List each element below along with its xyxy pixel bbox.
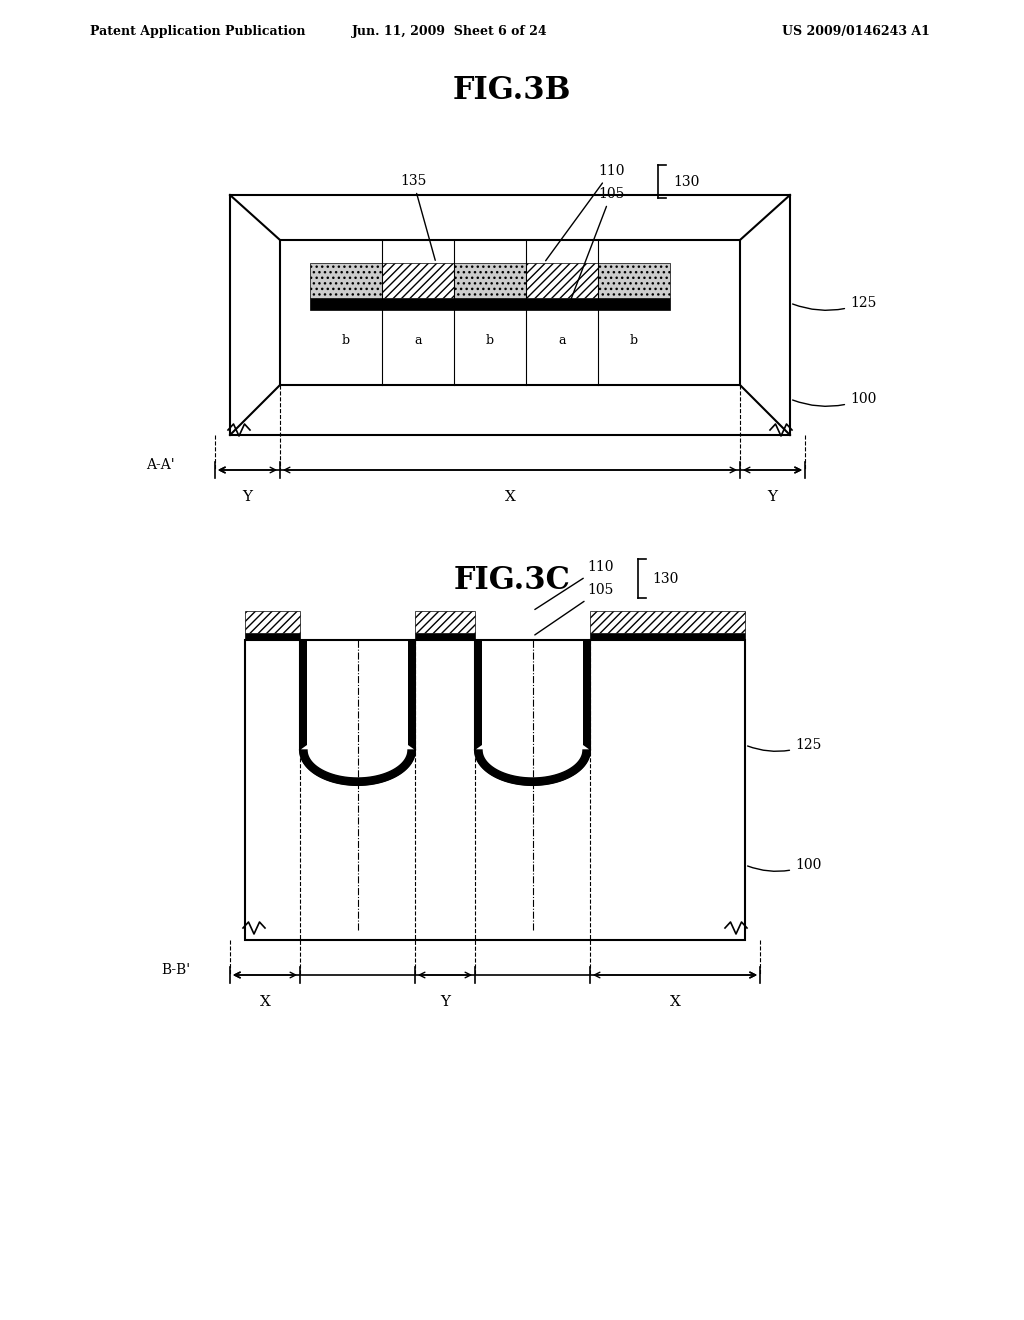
Text: X: X bbox=[259, 995, 270, 1008]
Polygon shape bbox=[590, 611, 745, 634]
Text: a: a bbox=[558, 334, 565, 347]
Text: Y: Y bbox=[768, 490, 777, 504]
Text: 105: 105 bbox=[570, 187, 625, 301]
Polygon shape bbox=[475, 640, 482, 750]
Polygon shape bbox=[475, 750, 590, 785]
Text: X: X bbox=[505, 490, 515, 504]
Text: 130: 130 bbox=[673, 174, 699, 189]
Polygon shape bbox=[454, 263, 526, 298]
Text: 130: 130 bbox=[652, 572, 679, 586]
Polygon shape bbox=[310, 263, 382, 298]
Text: FIG.3C: FIG.3C bbox=[454, 565, 570, 597]
Text: b: b bbox=[486, 334, 494, 347]
Polygon shape bbox=[245, 634, 300, 640]
Polygon shape bbox=[310, 298, 670, 310]
Text: b: b bbox=[630, 334, 638, 347]
Text: Patent Application Publication: Patent Application Publication bbox=[90, 25, 305, 38]
Text: FIG.3B: FIG.3B bbox=[453, 75, 571, 106]
Text: 100: 100 bbox=[748, 858, 821, 873]
Polygon shape bbox=[590, 634, 745, 640]
Text: 125: 125 bbox=[793, 296, 877, 310]
Text: Y: Y bbox=[243, 490, 253, 504]
Polygon shape bbox=[526, 263, 598, 298]
Polygon shape bbox=[415, 611, 475, 634]
Polygon shape bbox=[598, 263, 670, 298]
Polygon shape bbox=[300, 750, 415, 785]
Text: Y: Y bbox=[440, 995, 450, 1008]
Text: 110: 110 bbox=[546, 164, 625, 261]
Polygon shape bbox=[408, 640, 415, 750]
Text: US 2009/0146243 A1: US 2009/0146243 A1 bbox=[782, 25, 930, 38]
Text: Jun. 11, 2009  Sheet 6 of 24: Jun. 11, 2009 Sheet 6 of 24 bbox=[352, 25, 548, 38]
Polygon shape bbox=[583, 640, 590, 750]
Text: 105: 105 bbox=[535, 583, 613, 635]
Text: A-A': A-A' bbox=[146, 458, 175, 473]
Polygon shape bbox=[382, 263, 454, 298]
Polygon shape bbox=[300, 640, 307, 750]
Text: 110: 110 bbox=[535, 560, 614, 610]
Text: 100: 100 bbox=[793, 392, 877, 407]
Text: a: a bbox=[415, 334, 422, 347]
Text: b: b bbox=[342, 334, 350, 347]
Polygon shape bbox=[415, 634, 475, 640]
Text: 135: 135 bbox=[400, 174, 435, 260]
Text: X: X bbox=[670, 995, 680, 1008]
Text: 125: 125 bbox=[748, 738, 821, 752]
Polygon shape bbox=[245, 611, 300, 634]
Text: B-B': B-B' bbox=[161, 964, 190, 977]
